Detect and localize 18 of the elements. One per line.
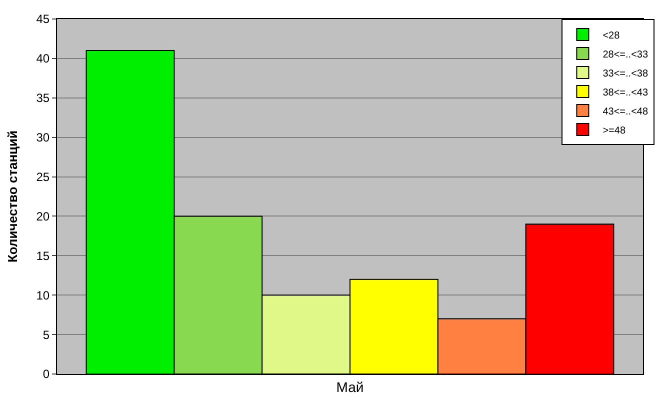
y-axis-title: Количество станций [5, 130, 20, 263]
y-tick-label: 0 [42, 367, 50, 382]
y-tick-label: 35 [36, 91, 50, 106]
y-tick-label: 5 [42, 328, 50, 342]
y-tick-label: 30 [36, 130, 50, 145]
legend-label: <28 [602, 30, 620, 42]
y-tick-label: 20 [36, 209, 50, 224]
y-tick-label: 15 [36, 248, 50, 263]
legend-label: 33<=..<38 [602, 68, 648, 80]
y-tick-label: 25 [36, 170, 50, 184]
x-tick-label: Май [336, 378, 364, 395]
y-tick-label: 10 [36, 288, 50, 302]
y-tick-label: 45 [36, 12, 50, 26]
legend-label: 28<=..<33 [602, 49, 648, 60]
legend-label: 38<=..<43 [602, 87, 648, 98]
legend-label: 43<=..<48 [602, 106, 648, 118]
y-tick-label: 40 [36, 52, 50, 66]
legend-label: >=48 [602, 125, 626, 136]
